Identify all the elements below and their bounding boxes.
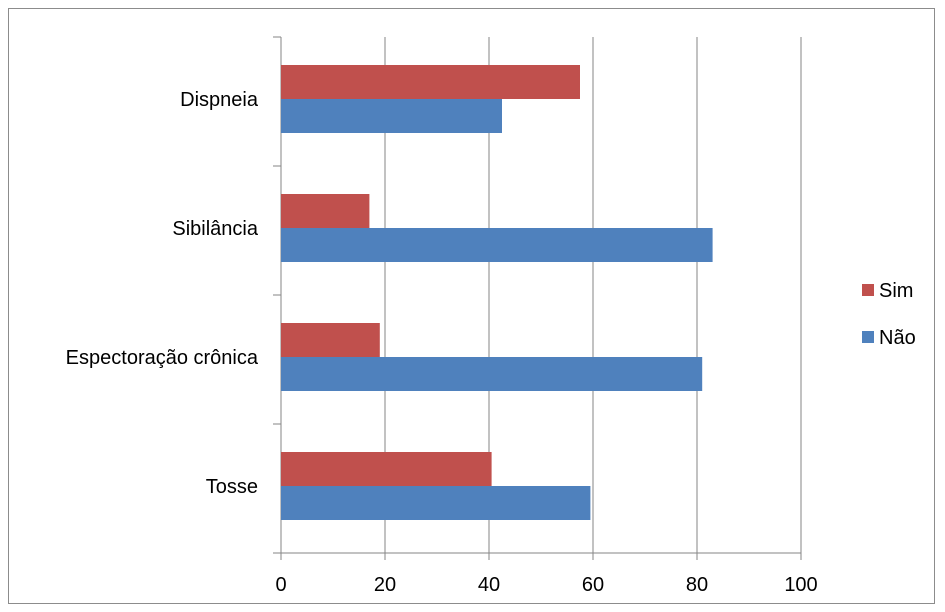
- bar: [281, 194, 370, 228]
- bars: [281, 65, 713, 520]
- legend-swatch: [862, 284, 874, 296]
- legend-swatch: [862, 331, 874, 343]
- category-labels: Dispneia Sibilância Espectoração crônica To…: [66, 89, 259, 498]
- category-label: Espectoração crônica: [66, 347, 259, 369]
- legend-label: Não: [879, 327, 916, 349]
- category-label: Dispneia: [180, 89, 259, 111]
- bar: [281, 486, 591, 520]
- x-tick-labels: 0 20 40 60 80 100: [275, 574, 817, 596]
- bar: [281, 323, 380, 357]
- bar: [281, 357, 703, 391]
- bar: [281, 99, 502, 133]
- x-tick-label: 80: [686, 574, 708, 596]
- legend-label: Sim: [879, 280, 913, 302]
- x-tick-label: 60: [582, 574, 604, 596]
- x-tick-label: 40: [478, 574, 500, 596]
- bar: [281, 452, 492, 486]
- bar: [281, 228, 713, 262]
- category-label: Sibilância: [172, 218, 258, 240]
- x-tick-label: 0: [275, 574, 286, 596]
- x-tick-label: 100: [784, 574, 817, 596]
- x-tick-label: 20: [374, 574, 396, 596]
- category-label: Tosse: [206, 476, 258, 498]
- legend: Sim Não: [862, 280, 916, 349]
- bar: [281, 65, 580, 99]
